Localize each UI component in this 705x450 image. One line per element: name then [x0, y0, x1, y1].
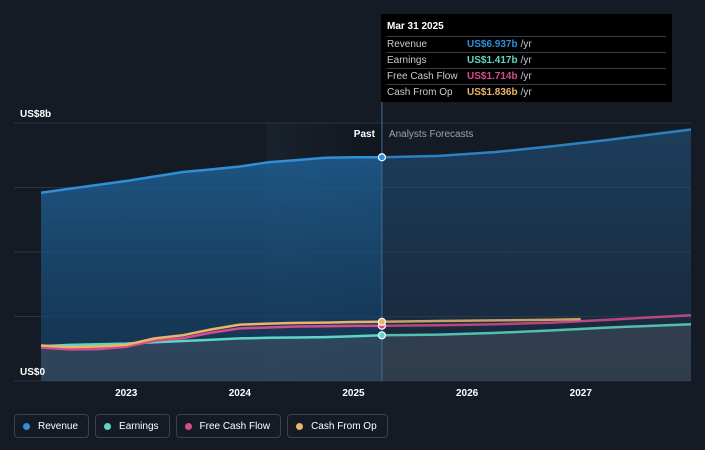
revenue-line-forecast [381, 128, 692, 159]
tooltip: Mar 31 2025 Revenue US$6.937b /yr Earnin… [381, 14, 672, 102]
revenue-line-past [40, 155, 382, 194]
tooltip-value: US$1.714b [467, 71, 518, 82]
legend-label: Revenue [38, 420, 79, 432]
tooltip-label: Free Cash Flow [387, 71, 458, 82]
legend-dot-icon [296, 422, 304, 430]
legend-item-revenue[interactable]: Revenue [14, 414, 90, 438]
tooltip-value: US$6.937b [467, 39, 518, 50]
earnings-line-past [40, 334, 382, 348]
earnings-area [41, 324, 691, 381]
free-cash-flow-line-past [40, 324, 382, 351]
cash-from-op-marker [377, 317, 387, 326]
legend-item-earnings[interactable]: Earnings [95, 414, 170, 438]
tooltip-unit: /yr [520, 55, 532, 66]
tooltip-unit: /yr [520, 71, 532, 82]
y-axis-bottom-label: US$0 [20, 367, 45, 378]
legend-item-free-cash-flow[interactable]: Free Cash Flow [175, 414, 282, 438]
tooltip-value: US$1.417b [467, 55, 518, 66]
legend-label: Earnings [119, 420, 159, 432]
legend-item-cash-from-op[interactable]: Cash From Op [287, 414, 388, 438]
cash-from-op-line-past [40, 320, 382, 349]
tooltip-label: Revenue [387, 39, 428, 50]
revenue-area-past [41, 157, 382, 381]
tooltip-row-earnings: Earnings US$1.417b /yr [387, 53, 666, 69]
x-tick-label: 2023 [115, 388, 138, 399]
tooltip-value: US$1.836b [467, 87, 518, 98]
x-tick-label: 2024 [229, 388, 252, 399]
cash-from-op-line-forecast [381, 317, 581, 324]
x-tick-label: 2027 [570, 388, 593, 399]
revenue-marker [377, 153, 387, 162]
earnings-marker [377, 331, 387, 340]
tooltip-row-free-cash-flow: Free Cash Flow US$1.714b /yr [387, 69, 666, 85]
legend-label: Cash From Op [311, 420, 377, 432]
tooltip-row-revenue: Revenue US$6.937b /yr [387, 37, 666, 53]
past-label: Past [354, 129, 376, 140]
tooltip-unit: /yr [520, 87, 532, 98]
tooltip-date: Mar 31 2025 [387, 20, 666, 37]
tooltip-label: Cash From Op [387, 87, 453, 98]
x-tick-label: 2025 [342, 388, 365, 399]
legend-dot-icon [184, 422, 192, 430]
tooltip-label: Earnings [387, 55, 427, 66]
tooltip-unit: /yr [520, 39, 532, 50]
legend-dot-icon [23, 422, 30, 430]
x-tick-label: 2026 [456, 388, 479, 399]
tooltip-row-cash-from-op: Cash From Op US$1.836b /yr [387, 85, 666, 100]
legend-dot-icon [104, 422, 112, 430]
forecast-label: Analysts Forecasts [389, 129, 473, 140]
revenue-area-forecast [381, 129, 691, 381]
y-axis-top-label: US$8b [20, 109, 51, 120]
legend: Revenue Earnings Free Cash Flow Cash Fro… [14, 414, 388, 438]
legend-label: Free Cash Flow [199, 420, 271, 432]
free-cash-flow-line-forecast [381, 313, 692, 327]
earnings-line-forecast [381, 322, 692, 337]
